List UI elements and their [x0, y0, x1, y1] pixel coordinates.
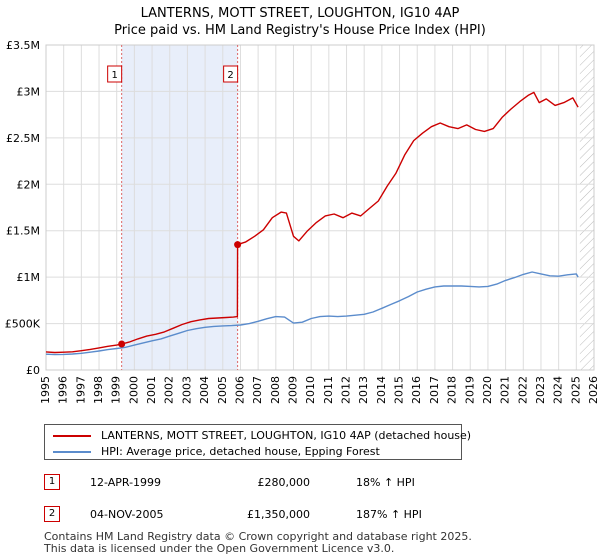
- y-tick-label: £1M: [17, 271, 41, 284]
- property-price-line: [45, 91, 579, 354]
- sale-date: 04-NOV-2005: [90, 508, 164, 521]
- plot-frame: [45, 44, 595, 371]
- sale-row: 2 04-NOV-2005 £1,350,000 187% ↑ HPI: [44, 506, 464, 524]
- x-tick-label: 1998: [92, 376, 105, 404]
- x-tick-label: 1995: [39, 376, 52, 404]
- legend-label-hpi: HPI: Average price, detached house, Eppi…: [101, 445, 380, 458]
- x-tick-label: 2007: [251, 376, 264, 404]
- x-tick-label: 2024: [552, 376, 565, 404]
- y-tick-label: £2.5M: [6, 132, 40, 145]
- footer-licence: This data is licensed under the Open Gov…: [44, 542, 395, 555]
- x-tick-label: 2025: [569, 376, 582, 404]
- x-tick-label: 2001: [145, 376, 158, 404]
- sale-point: [234, 241, 242, 249]
- legend-swatch-hpi: [53, 451, 91, 453]
- x-tick-label: 2013: [357, 376, 370, 404]
- sale-row: 1 12-APR-1999 £280,000 18% ↑ HPI: [44, 474, 464, 492]
- chart-title: LANTERNS, MOTT STREET, LOUGHTON, IG10 4A…: [140, 6, 460, 21]
- sale-hpi-change: 18% ↑ HPI: [356, 476, 415, 489]
- x-tick-label: 2023: [534, 376, 547, 404]
- sale-price: £1,350,000: [247, 508, 310, 521]
- y-tick-label: £2M: [17, 178, 41, 191]
- sale-price: £280,000: [257, 476, 311, 489]
- sale-label-box: [223, 65, 239, 83]
- x-tick-label: 2004: [198, 376, 211, 404]
- legend-label-property: LANTERNS, MOTT STREET, LOUGHTON, IG10 4A…: [101, 429, 472, 442]
- x-tick-label: 2008: [269, 376, 282, 404]
- sale-date: 12-APR-1999: [90, 476, 162, 489]
- sale-period-shade: [121, 45, 238, 370]
- x-tick-label: 2003: [180, 376, 193, 404]
- sale-label-number: 2: [227, 70, 233, 81]
- x-tick-label: 1997: [74, 376, 87, 404]
- legend-item-hpi: HPI: Average price, detached house, Eppi…: [53, 445, 380, 458]
- x-tick-label: 2017: [428, 376, 441, 404]
- price-chart: £0 £500K £1M £1.5M £2M £2.5M £3M £3.5M 1995 1996 1…: [5, 39, 600, 404]
- x-tick-label: 2009: [286, 376, 299, 404]
- x-tick-label: 2010: [304, 376, 317, 404]
- x-tick-label: 2021: [499, 376, 512, 404]
- sale-label-box: [107, 65, 123, 83]
- sale-hpi-change: 187% ↑ HPI: [356, 508, 422, 521]
- sale-label-number: 1: [111, 70, 117, 81]
- x-tick-label: 2018: [446, 376, 459, 404]
- x-tick-label: 2015: [393, 376, 406, 404]
- footer-copyright: Contains HM Land Registry data © Crown c…: [44, 530, 472, 543]
- x-tick-label: 2011: [322, 376, 335, 404]
- chart-subtitle: Price paid vs. HM Land Registry's House …: [114, 23, 486, 38]
- legend: LANTERNS, MOTT STREET, LOUGHTON, IG10 4A…: [44, 424, 471, 460]
- x-tick-label: 2019: [463, 376, 476, 404]
- x-tick-label: 2005: [216, 376, 229, 404]
- sale-marker-badge: 1: [44, 474, 60, 490]
- projection-hatch: [579, 45, 594, 370]
- x-tick-label: 2002: [163, 376, 176, 404]
- x-tick-label: 1996: [57, 376, 70, 404]
- y-tick-label: £1.5M: [6, 225, 40, 238]
- hpi-line: [45, 271, 579, 356]
- x-tick-label: 2016: [410, 376, 423, 404]
- y-tick-label: £3.5M: [6, 39, 40, 52]
- x-tick-label: 2020: [481, 376, 494, 404]
- y-tick-label: £3M: [17, 85, 41, 98]
- y-tick-label: £500K: [5, 318, 41, 331]
- x-tick-label: 2022: [516, 376, 529, 404]
- sale-point: [118, 340, 126, 348]
- x-tick-label: 2014: [375, 376, 388, 404]
- x-tick-label: 2000: [127, 376, 140, 404]
- x-tick-label: 2026: [587, 376, 600, 404]
- legend-item-property: LANTERNS, MOTT STREET, LOUGHTON, IG10 4A…: [53, 429, 471, 442]
- legend-swatch-property: [53, 435, 91, 437]
- sale-marker-badge: 2: [44, 506, 60, 522]
- y-tick-label: £0: [26, 364, 40, 377]
- x-tick-label: 2012: [340, 376, 353, 404]
- x-tick-label: 1999: [110, 376, 123, 404]
- x-tick-label: 2006: [233, 376, 246, 404]
